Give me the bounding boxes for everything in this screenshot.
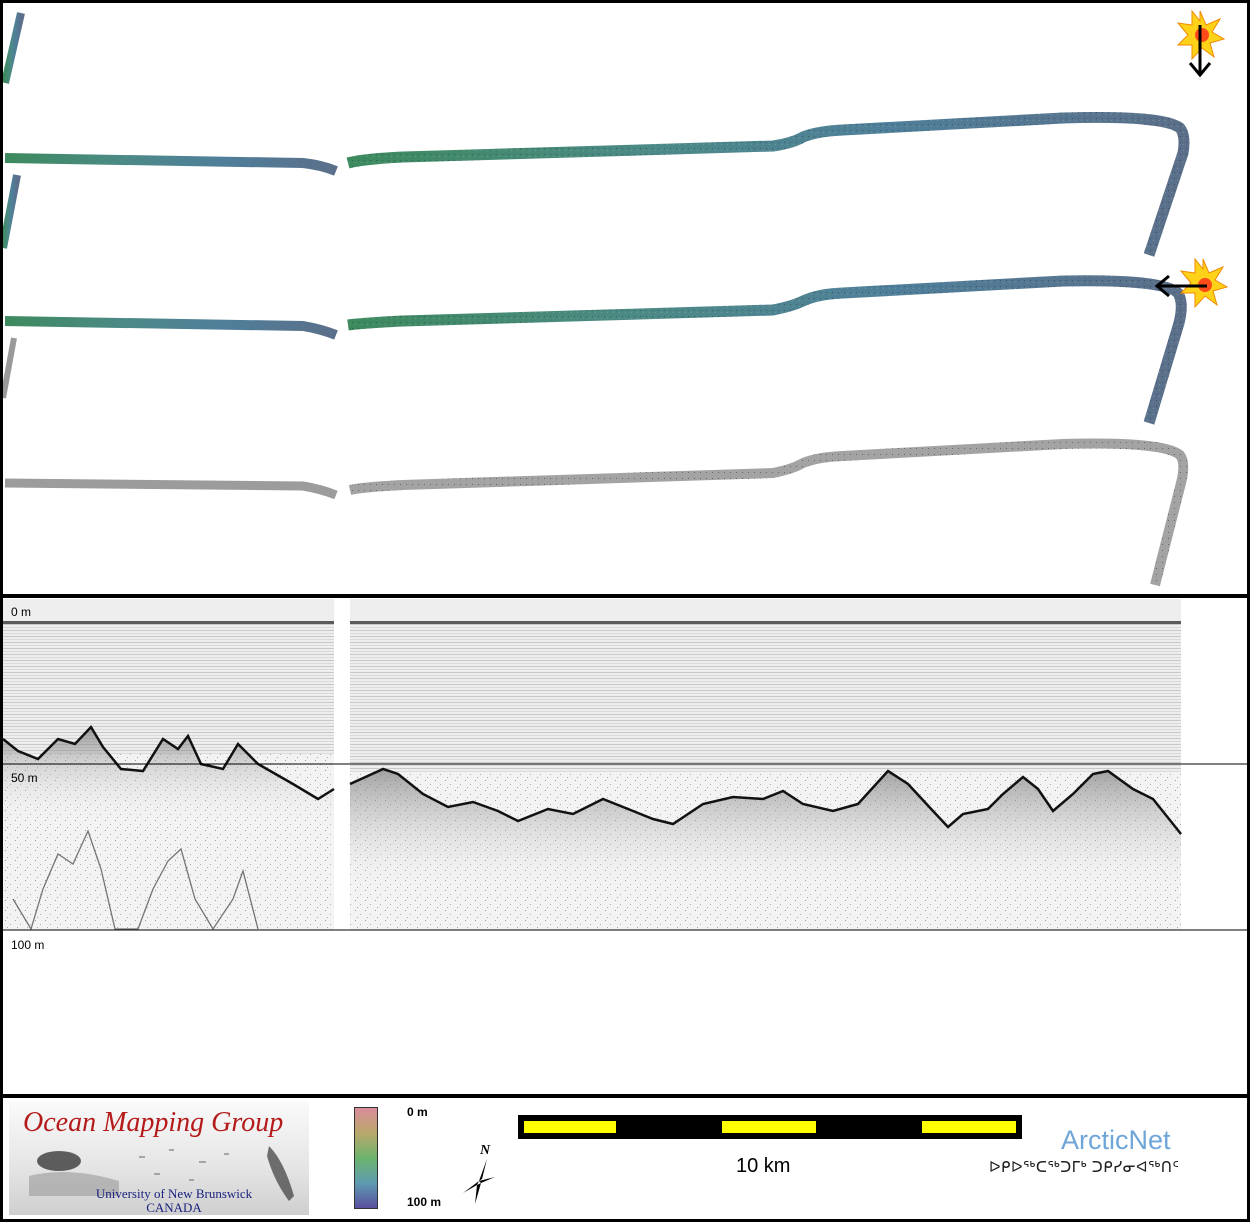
scale-bar-label: 10 km <box>736 1155 791 1177</box>
edge-track-fragments <box>3 12 25 399</box>
colorbar-bottom-label: 100 m <box>407 1195 442 1209</box>
depth-label-50m: 50 m <box>11 771 38 785</box>
backscatter-track-lower <box>4 438 1189 587</box>
omg-country: CANADA <box>146 1200 202 1215</box>
left-arrow-icon <box>1154 274 1207 298</box>
sub-bottom-profile-panel: 0 m 50 m 100 m <box>3 599 1247 1093</box>
omg-title: Ocean Mapping Group <box>23 1107 284 1138</box>
profile-section-right <box>349 599 1182 930</box>
map-profile-divider <box>0 594 1250 598</box>
map-canvas <box>3 9 1229 587</box>
omg-logo: Ocean Mapping Group University of New Br… <box>9 1101 309 1215</box>
north-label: N <box>480 1143 491 1158</box>
profile-canvas <box>3 599 1247 931</box>
depth-label-0m: 0 m <box>11 605 32 619</box>
sun-marker-middle-right <box>1179 257 1229 309</box>
backscatter-track-upper <box>4 111 1190 257</box>
omg-university-name: University of New Brunswick <box>95 1186 253 1201</box>
map-panel <box>3 3 1247 594</box>
scale-bar <box>518 1115 1022 1139</box>
arcticnet-syllabics: ᐅᑭᐅᖅᑕᖅᑐᒥᒃ ᑐᑭᓯᓂᐊᖅᑎᑦ <box>989 1159 1180 1176</box>
footer-legend-panel: Ocean Mapping Group University of New Br… <box>3 1099 1247 1219</box>
depth-label-100m: 100 m <box>11 938 45 952</box>
omg-logo-graphic <box>29 1146 294 1201</box>
arcticnet-logo: ArcticNet <box>1061 1125 1171 1155</box>
depth-colorbar <box>354 1107 378 1209</box>
colorbar-top-label: 0 m <box>407 1105 428 1119</box>
backscatter-track-middle <box>4 275 1187 425</box>
down-arrow-icon <box>1188 25 1212 78</box>
profile-footer-divider <box>0 1094 1250 1098</box>
north-arrow-icon <box>463 1159 495 1204</box>
profile-section-left <box>3 599 335 931</box>
omg-university: University of New Brunswick CANADA <box>79 1187 269 1215</box>
